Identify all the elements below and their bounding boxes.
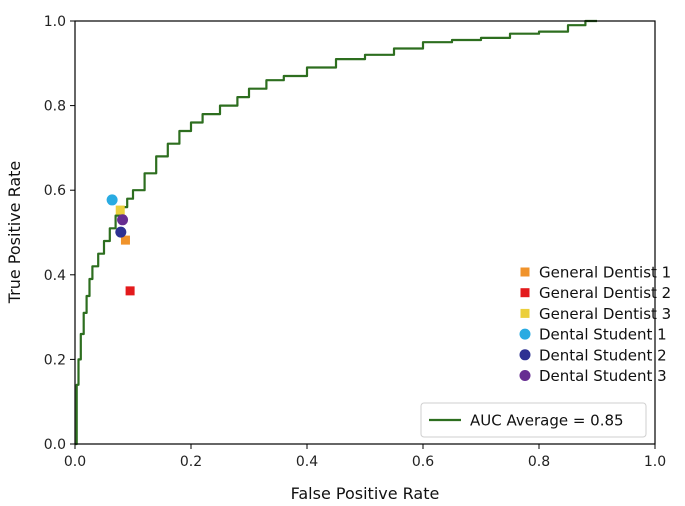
legend-label-dental-student-1: Dental Student 1: [539, 326, 667, 344]
legend-label-general-dentist-1: General Dentist 1: [539, 264, 671, 282]
legend-marker-general-dentist-3: [520, 308, 530, 318]
general-dentist-2-point: [125, 286, 135, 296]
legend-marker-dental-student-2: [519, 349, 531, 361]
legend-label-general-dentist-3: General Dentist 3: [539, 305, 671, 323]
x-tick-label: 0.2: [180, 454, 202, 470]
x-tick-label: 0.0: [64, 454, 86, 470]
legend-marker-dental-student-1: [519, 328, 531, 340]
general-dentist-1-point: [120, 235, 130, 245]
y-tick-label: 0.4: [44, 268, 66, 284]
y-tick-label: 1.0: [44, 14, 66, 30]
y-tick-label: 0.2: [44, 352, 66, 368]
y-tick-label: 0.8: [44, 99, 66, 115]
x-axis-title: False Positive Rate: [291, 484, 440, 503]
legend-marker-general-dentist-1: [520, 267, 530, 277]
legend-label-general-dentist-2: General Dentist 2: [539, 284, 671, 302]
legend-label-dental-student-2: Dental Student 2: [539, 346, 667, 364]
y-tick-label: 0.0: [44, 437, 66, 453]
line-legend-box: [420, 402, 647, 438]
legend-marker-dental-student-3: [519, 370, 531, 381]
x-tick-label: 0.6: [412, 454, 434, 470]
x-tick-label: 0.4: [296, 454, 318, 470]
legend-marker-general-dentist-2: [520, 288, 530, 298]
roc-curve-line: [75, 19, 597, 446]
plot-frame: [74, 20, 656, 445]
legend-label-dental-student-3: Dental Student 3: [539, 367, 667, 385]
x-tick-label: 0.8: [528, 454, 550, 470]
dental-student-2-point: [115, 226, 127, 238]
legend-label-auc: AUC Average = 0.85: [470, 412, 624, 430]
y-axis-title: True Positive Rate: [5, 161, 24, 305]
dental-student-3-point: [117, 214, 129, 226]
x-tick-label: 1.0: [644, 454, 666, 470]
general-dentist-3-point: [115, 205, 125, 215]
dental-student-1-point: [106, 194, 118, 206]
y-tick-label: 0.6: [44, 183, 66, 199]
